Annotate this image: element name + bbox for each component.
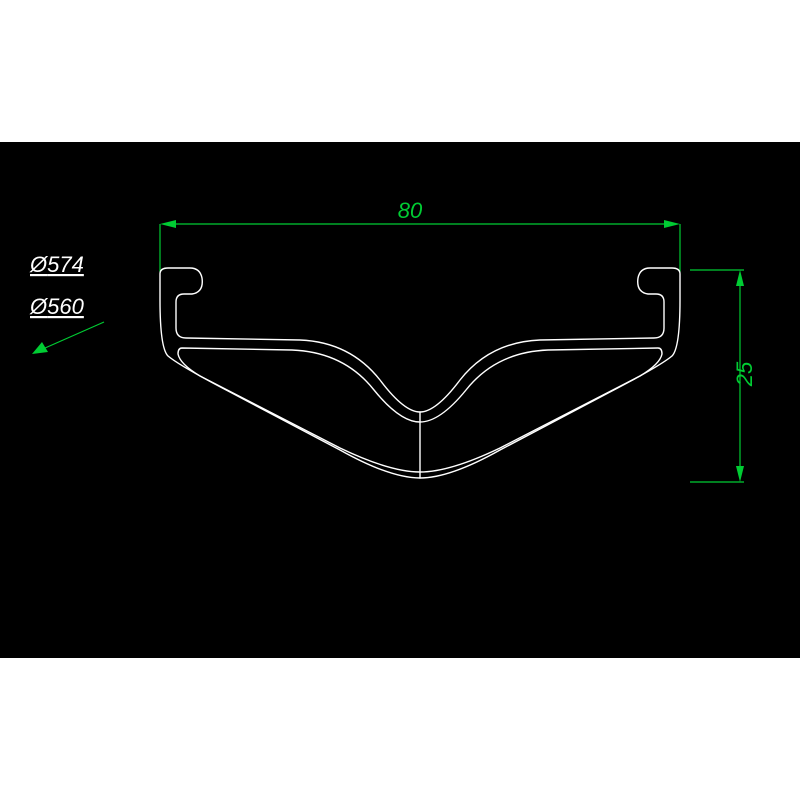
diameter-outer: Ø574: [29, 252, 84, 277]
dimension-width: 80: [160, 198, 680, 272]
svg-text:Ø560: Ø560: [29, 294, 85, 319]
diameter-symbol: Ø: [29, 252, 49, 277]
diameter-inner: Ø560: [29, 294, 85, 319]
dimension-height-label: 25: [732, 361, 757, 387]
rim-profile: [160, 268, 680, 478]
diameter-outer-value: 574: [47, 252, 84, 277]
leader-line: [32, 322, 104, 354]
dimension-height: 25: [690, 270, 757, 482]
svg-text:Ø574: Ø574: [29, 252, 84, 277]
diameter-symbol: Ø: [29, 294, 49, 319]
diameter-inner-value: 560: [47, 294, 84, 319]
drawing-canvas: 80 25 Ø574 Ø560: [0, 142, 800, 658]
dimension-width-label: 80: [398, 198, 423, 223]
